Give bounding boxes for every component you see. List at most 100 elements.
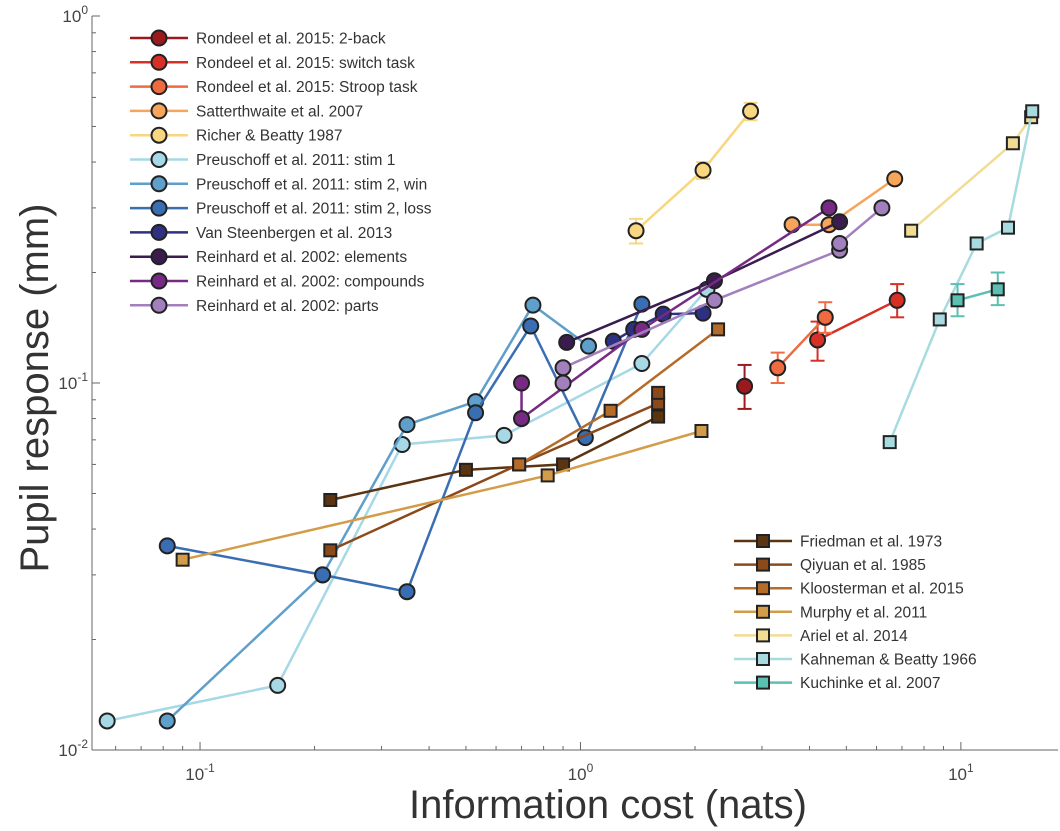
x-tick-label: 101	[948, 761, 974, 784]
data-point	[467, 404, 485, 422]
legend-marker	[150, 151, 168, 168]
series-line	[182, 429, 702, 561]
series-6	[158, 296, 598, 730]
series-7	[158, 295, 651, 601]
series-layer	[98, 101, 1040, 730]
data-point	[513, 374, 531, 392]
series-line	[910, 116, 1033, 232]
data-point	[711, 322, 726, 337]
legend-item: Kloosterman et al. 2015	[734, 581, 964, 598]
legend-marker	[150, 78, 168, 96]
legend-marker	[150, 296, 168, 314]
legend-marker	[756, 675, 770, 690]
legend-item: Rondeel et al. 2015: switch task	[130, 53, 415, 72]
legend-marker	[150, 199, 168, 217]
legend-label: Kuchinke et al. 2007	[800, 675, 940, 692]
legend-label: Kahneman & Beatty 1966	[800, 652, 977, 669]
legend-marker	[150, 102, 168, 120]
legend-marker	[756, 628, 770, 643]
legend-label: Reinhard et al. 2002: compounds	[196, 274, 425, 291]
series-line	[635, 110, 752, 232]
data-point	[882, 435, 897, 450]
legend-item: Rondeel et al. 2015: Stroop task	[130, 78, 418, 96]
data-point	[627, 222, 645, 240]
series-15	[175, 423, 709, 567]
data-point	[809, 331, 827, 349]
legend-label: Rondeel et al. 2015: switch task	[196, 55, 415, 72]
legend-label: Qiyuan et al. 1985	[800, 557, 926, 574]
legend-item: Kuchinke et al. 2007	[734, 675, 940, 692]
data-point	[603, 403, 618, 418]
legend-item: Preuschoff et al. 2011: stim 1	[130, 151, 395, 169]
data-point	[831, 234, 849, 252]
legend-label: Preuschoff et al. 2011: stim 2, win	[196, 176, 427, 193]
data-point	[950, 293, 965, 308]
legend-item: Preuschoff et al. 2011: stim 2, win	[130, 175, 427, 193]
data-point	[990, 282, 1005, 297]
data-point	[873, 199, 891, 217]
legend-label: Reinhard et al. 2002: elements	[196, 249, 407, 266]
data-point	[705, 291, 723, 309]
legend-marker	[756, 534, 770, 548]
series-0	[736, 363, 754, 410]
series-2	[769, 301, 834, 384]
data-point	[513, 410, 531, 428]
legend-marker	[150, 126, 168, 144]
series-10	[513, 199, 838, 428]
data-point	[904, 223, 919, 238]
legend-item: Kahneman & Beatty 1966	[734, 652, 977, 669]
data-point	[651, 409, 666, 424]
series-line	[520, 206, 830, 422]
legend-label: Rondeel et al. 2015: 2-back	[196, 31, 386, 48]
data-point	[736, 377, 754, 395]
series-11	[554, 199, 891, 392]
data-point	[820, 199, 838, 217]
legend-item: Rondeel et al. 2015: 2-back	[130, 29, 386, 48]
legend-item: Van Steenbergen et al. 2013	[130, 223, 392, 242]
legends: Rondeel et al. 2015: 2-back Rondeel et al…	[130, 29, 977, 692]
series-16	[904, 110, 1039, 238]
legend-marker	[756, 652, 770, 666]
y-tick-label: 10-2	[58, 737, 88, 760]
series-line	[776, 316, 827, 369]
data-point	[540, 468, 555, 483]
data-point	[158, 537, 176, 555]
data-point	[398, 583, 416, 601]
x-tick-label: 10-1	[185, 761, 215, 784]
legend-item: Reinhard et al. 2002: compounds	[130, 272, 425, 291]
legend-item: Qiyuan et al. 1985	[734, 557, 926, 574]
legend-item: Murphy et al. 2011	[734, 604, 927, 621]
series-17	[882, 104, 1040, 450]
data-point	[886, 170, 904, 188]
data-point	[175, 552, 190, 567]
legend-marker	[150, 29, 168, 47]
data-point	[512, 457, 527, 472]
series-line	[166, 303, 590, 722]
series-14	[512, 322, 726, 472]
series-18	[950, 271, 1005, 318]
legend-item: Friedman et al. 1973	[734, 534, 942, 551]
data-point	[158, 712, 176, 730]
legend-label: Preuschoff et al. 2011: stim 2, loss	[196, 201, 432, 218]
legend-item: Preuschoff et al. 2011: stim 2, loss	[130, 199, 432, 218]
legend-item: Richer & Beatty 1987	[130, 126, 342, 145]
legend-label: Murphy et al. 2011	[800, 604, 927, 621]
legend-label: Richer & Beatty 1987	[196, 128, 342, 145]
legend-label: Rondeel et al. 2015: Stroop task	[196, 79, 418, 96]
legend-marker	[150, 248, 168, 266]
data-point	[558, 333, 576, 351]
legend-label: Van Steenbergen et al. 2013	[196, 225, 392, 242]
data-point	[323, 543, 338, 558]
x-axis-label: Information cost (nats)	[409, 783, 807, 827]
legend-marker	[150, 272, 168, 290]
series-1	[809, 283, 906, 362]
data-point	[314, 566, 332, 584]
data-point	[769, 359, 787, 377]
data-point	[1001, 220, 1016, 235]
data-point	[633, 355, 651, 373]
data-point	[816, 308, 834, 326]
series-12	[323, 409, 666, 507]
data-point	[554, 374, 572, 392]
series-line	[888, 111, 1034, 443]
